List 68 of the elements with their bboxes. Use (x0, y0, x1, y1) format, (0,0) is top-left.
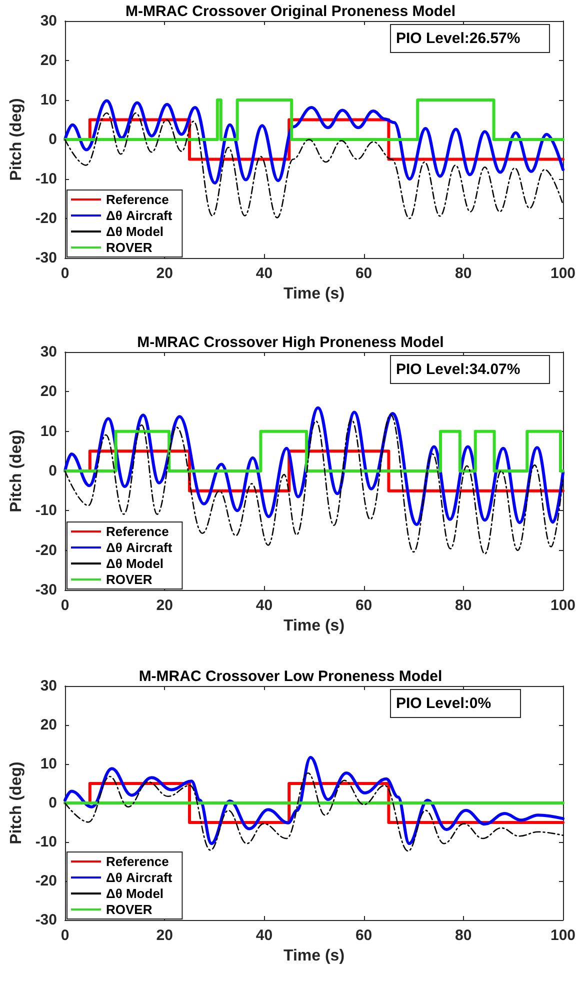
x-tick-label: 40 (256, 265, 273, 282)
y-tick-label: 10 (40, 92, 57, 108)
x-axis-title: Time (s) (283, 617, 345, 634)
y-tick-label: -10 (35, 834, 57, 850)
y-tick-label: -10 (35, 502, 57, 520)
x-tick-label: 40 (256, 597, 273, 614)
legend-label: Δθ Model (106, 886, 164, 901)
y-tick-label: 20 (40, 383, 57, 400)
y-tick-label: 0 (48, 794, 57, 812)
x-axis-title: Time (s) (283, 947, 345, 964)
y-tick-label: -30 (35, 582, 57, 598)
x-tick-label: 0 (60, 927, 70, 944)
y-tick-label: 30 (40, 678, 57, 694)
x-tick-label: 20 (156, 597, 173, 614)
line-series (64, 772, 564, 852)
y-tick-label: -30 (35, 912, 57, 928)
y-tick-label: 20 (40, 716, 57, 734)
line-series (64, 414, 564, 555)
line-series (64, 99, 564, 184)
x-tick-label: 60 (355, 265, 372, 282)
y-tick-label: -10 (35, 170, 57, 188)
x-tick-label: 80 (455, 265, 472, 282)
y-tick-label: 0 (48, 462, 57, 480)
y-tick-label: -20 (35, 542, 57, 559)
legend-label: Δθ Model (106, 556, 164, 571)
y-axis-title: Pitch (deg) (8, 98, 25, 181)
chart-title: M-MRAC Crossover Original Proneness Model (125, 3, 456, 20)
x-tick-label: 20 (156, 265, 173, 282)
y-axis-title: Pitch (deg) (8, 430, 25, 512)
line-series (64, 756, 564, 846)
line-series (64, 112, 564, 220)
x-tick-label: 80 (455, 597, 472, 614)
y-tick-label: 0 (48, 131, 57, 148)
annotation: PIO Level:26.57% (396, 30, 520, 47)
y-axis-title: Pitch (deg) (8, 762, 25, 844)
chart-title: M-MRAC Crossover High Proneness Model (137, 334, 444, 351)
legend-label: Reference (106, 854, 169, 869)
x-tick-label: 80 (455, 927, 472, 944)
legend-label: ROVER (106, 240, 153, 255)
legend-label: ROVER (106, 902, 153, 917)
legend-label: ROVER (106, 572, 153, 587)
x-tick-label: 100 (550, 597, 576, 614)
legend-label: Reference (106, 524, 169, 539)
legend-label: Δθ Model (106, 224, 164, 239)
x-tick-label: 20 (156, 927, 173, 944)
y-tick-label: 20 (40, 52, 57, 69)
x-tick-label: 60 (355, 597, 372, 614)
y-tick-label: -20 (35, 210, 57, 227)
legend-label: Δθ Aircraft (106, 870, 173, 885)
y-tick-label: 30 (40, 12, 57, 30)
x-tick-label: 100 (550, 265, 576, 282)
annotation: PIO Level:0% (396, 695, 492, 712)
y-tick-label: -30 (35, 250, 57, 266)
x-axis-title: Time (s) (283, 285, 345, 302)
y-tick-label: -20 (35, 872, 57, 890)
legend-label: Reference (106, 192, 169, 207)
annotation: PIO Level:34.07% (396, 361, 520, 378)
y-tick-label: 30 (40, 344, 57, 360)
x-tick-label: 60 (355, 927, 372, 944)
x-tick-label: 0 (60, 597, 70, 614)
legend-label: Δθ Aircraft (106, 208, 173, 223)
y-tick-label: 10 (40, 422, 57, 440)
legend-label: Δθ Aircraft (106, 540, 173, 555)
x-tick-label: 0 (60, 265, 70, 282)
x-tick-label: 40 (256, 927, 273, 944)
chart-title: M-MRAC Crossover Low Proneness Model (138, 668, 442, 685)
y-tick-label: 10 (40, 756, 57, 772)
x-tick-label: 100 (550, 927, 576, 944)
